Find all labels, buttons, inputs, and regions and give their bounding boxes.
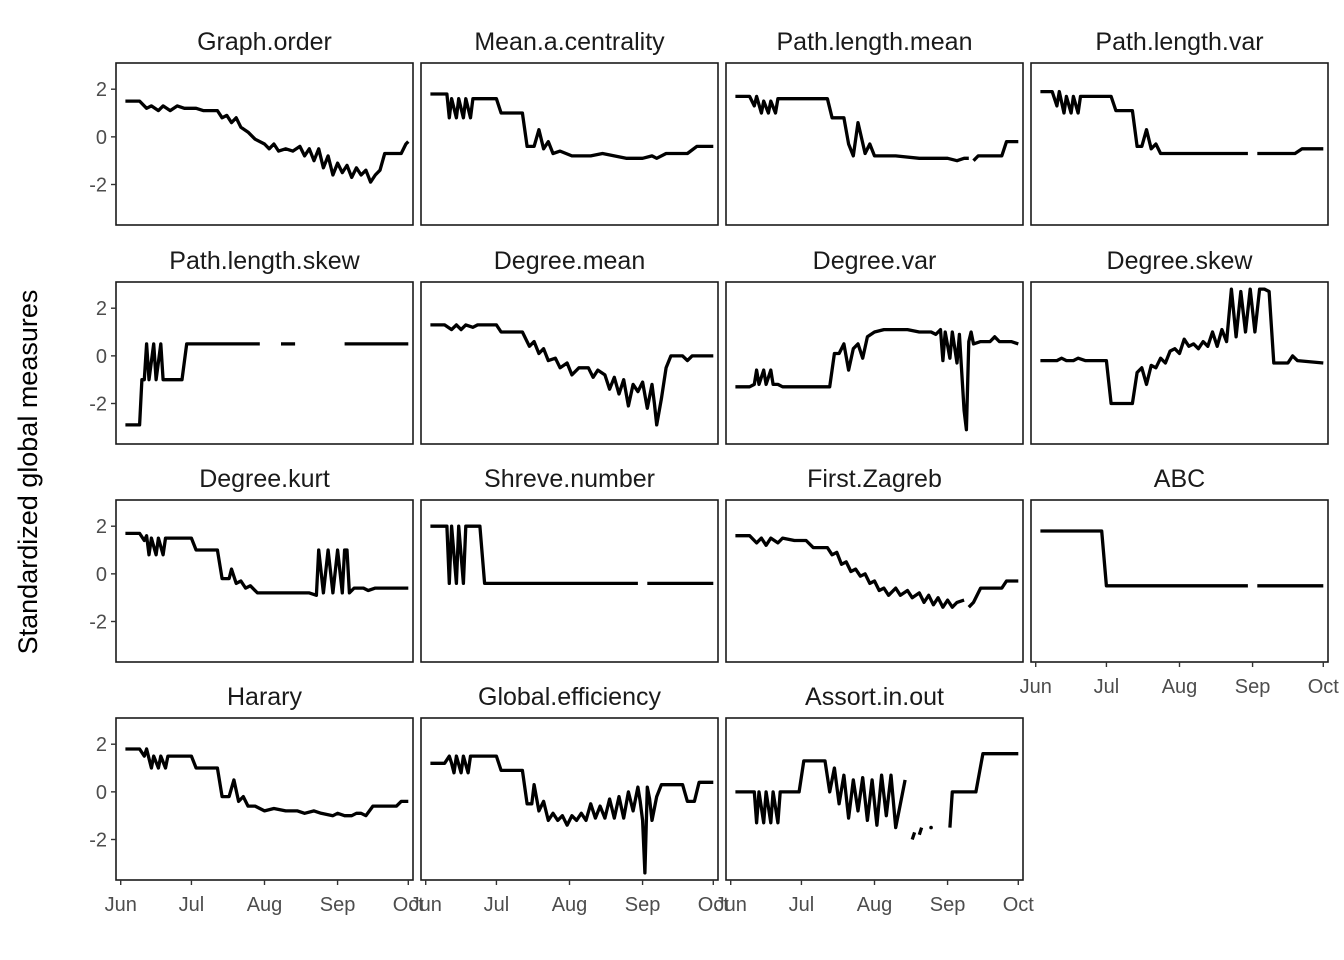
panel-path-length-var: Path.length.var bbox=[1030, 28, 1329, 226]
x-tick-label: Jun bbox=[410, 894, 442, 916]
series-line bbox=[735, 759, 907, 830]
panel-global-efficiency: Global.efficiency Jun Jul Aug Sep Oct bbox=[410, 683, 730, 916]
panels-group: Graph.order 2 0 -2 Mean.a.centrality Path.len… bbox=[89, 28, 1339, 916]
x-tick-label: Aug bbox=[552, 894, 588, 916]
series-line bbox=[1040, 89, 1248, 156]
panel-title: Degree.kurt bbox=[199, 465, 330, 493]
series-line bbox=[910, 831, 917, 841]
panel-title: First.Zagreb bbox=[807, 465, 942, 493]
y-tick-label: 2 bbox=[96, 79, 107, 101]
series-line bbox=[430, 524, 638, 586]
panel-title: Harary bbox=[227, 683, 303, 711]
panel-frame bbox=[1030, 499, 1329, 663]
panel-frame bbox=[115, 717, 414, 881]
x-tick-label: Sep bbox=[1235, 676, 1271, 698]
y-tick-label: 0 bbox=[96, 782, 107, 804]
panel-degree-mean: Degree.mean bbox=[420, 247, 719, 445]
series-line bbox=[917, 827, 924, 836]
panel-path-length-mean: Path.length.mean bbox=[725, 28, 1024, 226]
x-tick-label: Oct bbox=[393, 894, 425, 916]
x-tick-label: Aug bbox=[1162, 676, 1198, 698]
y-tick-label: 0 bbox=[96, 346, 107, 368]
series-line bbox=[1040, 529, 1248, 588]
series-line bbox=[125, 342, 260, 427]
panel-degree-var: Degree.var bbox=[725, 247, 1024, 445]
x-tick-label: Sep bbox=[625, 894, 661, 916]
panel-path-length-skew: Path.length.skew 2 0 -2 bbox=[89, 247, 414, 445]
panel-frame bbox=[420, 62, 719, 226]
x-tick-label: Jul bbox=[1094, 676, 1120, 698]
x-tick-label: Sep bbox=[930, 894, 966, 916]
x-tick-label: Jun bbox=[715, 894, 747, 916]
panel-title: Mean.a.centrality bbox=[474, 28, 665, 56]
y-tick-label: -2 bbox=[89, 830, 107, 852]
panel-title: Path.length.mean bbox=[777, 28, 973, 56]
panel-degree-kurt: Degree.kurt 2 0 -2 bbox=[89, 465, 414, 663]
panel-title: Degree.mean bbox=[494, 247, 645, 275]
panel-frame bbox=[420, 499, 719, 663]
series-line bbox=[125, 99, 410, 184]
x-tick-label: Sep bbox=[320, 894, 356, 916]
series-line bbox=[125, 747, 409, 818]
panel-mean-a-centrality: Mean.a.centrality bbox=[420, 28, 719, 226]
series-line bbox=[430, 323, 714, 427]
x-tick-label: Oct bbox=[1308, 676, 1340, 698]
y-tick-label: 2 bbox=[96, 734, 107, 756]
panel-assort-in-out: Assort.in.out Jun Jul Aug Sep Oct bbox=[715, 683, 1035, 916]
x-tick-label: Aug bbox=[857, 894, 893, 916]
y-tick-label: -2 bbox=[89, 175, 107, 197]
panel-graph-order: Graph.order 2 0 -2 bbox=[89, 28, 414, 226]
panel-title: ABC bbox=[1154, 465, 1205, 493]
panel-shreve-number: Shreve.number bbox=[420, 465, 719, 663]
x-tick-label: Jun bbox=[1020, 676, 1052, 698]
x-tick-label: Aug bbox=[247, 894, 283, 916]
series-line bbox=[1257, 147, 1324, 156]
series-line bbox=[735, 534, 965, 609]
x-tick-label: Jul bbox=[789, 894, 815, 916]
panel-title: Graph.order bbox=[197, 28, 332, 56]
x-tick-label: Oct bbox=[1003, 894, 1035, 916]
panel-frame bbox=[115, 499, 414, 663]
panel-harary: Harary 2 0 -2 Jun Jul Aug Sep Oct bbox=[89, 683, 424, 916]
y-tick-label: 0 bbox=[96, 127, 107, 149]
series-line bbox=[967, 579, 1019, 609]
panel-first-zagreb: First.Zagreb bbox=[725, 465, 1024, 663]
x-tick-label: Jul bbox=[179, 894, 205, 916]
series-point bbox=[929, 825, 933, 830]
panel-title: Degree.var bbox=[813, 247, 937, 275]
series-line bbox=[430, 754, 714, 875]
panel-frame bbox=[420, 717, 719, 881]
x-tick-label: Jun bbox=[105, 894, 137, 916]
series-line bbox=[1040, 287, 1324, 406]
x-tick-label: Oct bbox=[698, 894, 730, 916]
series-line bbox=[735, 327, 1019, 432]
panel-frame bbox=[420, 281, 719, 445]
series-line bbox=[430, 92, 714, 160]
y-axis-label: Standardized global measures bbox=[13, 290, 43, 655]
panel-title: Global.efficiency bbox=[478, 683, 661, 711]
series-line bbox=[948, 752, 1019, 828]
panel-degree-skew: Degree.skew bbox=[1030, 247, 1329, 445]
y-tick-label: 2 bbox=[96, 298, 107, 320]
x-tick-label: Jul bbox=[484, 894, 510, 916]
panel-title: Degree.skew bbox=[1107, 247, 1254, 275]
panel-title: Path.length.var bbox=[1095, 28, 1263, 56]
series-line bbox=[125, 531, 409, 597]
y-tick-label: -2 bbox=[89, 612, 107, 634]
panel-frame bbox=[725, 281, 1024, 445]
y-tick-label: -2 bbox=[89, 394, 107, 416]
panel-abc: ABC Jun Jul Aug Sep Oct bbox=[1020, 465, 1340, 698]
panel-title: Assort.in.out bbox=[805, 683, 944, 711]
panel-title: Path.length.skew bbox=[169, 247, 360, 275]
panel-frame bbox=[115, 281, 414, 445]
panel-frame bbox=[1030, 62, 1329, 226]
series-line bbox=[972, 139, 1019, 162]
y-tick-label: 2 bbox=[96, 516, 107, 538]
series-line bbox=[735, 94, 969, 163]
panel-title: Shreve.number bbox=[484, 465, 655, 493]
y-tick-label: 0 bbox=[96, 564, 107, 586]
panel-frame bbox=[725, 62, 1024, 226]
